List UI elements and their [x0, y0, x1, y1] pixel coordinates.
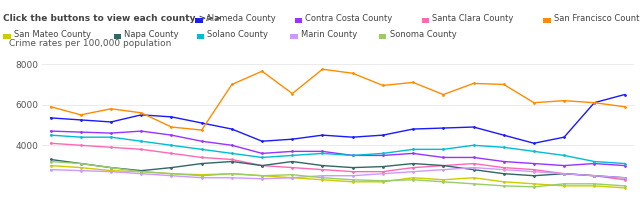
FancyBboxPatch shape [422, 18, 429, 23]
Text: Contra Costa County: Contra Costa County [305, 14, 393, 23]
Text: Solano County: Solano County [207, 30, 268, 39]
FancyBboxPatch shape [294, 18, 302, 23]
Text: Crime rates per 100,000 population: Crime rates per 100,000 population [9, 39, 172, 48]
Text: Alameda County: Alameda County [206, 14, 276, 23]
Text: Napa County: Napa County [124, 30, 179, 39]
Text: Sonoma County: Sonoma County [390, 30, 456, 39]
FancyBboxPatch shape [196, 34, 204, 39]
Text: San Mateo County: San Mateo County [14, 30, 91, 39]
FancyBboxPatch shape [379, 34, 387, 39]
Text: San Francisco County: San Francisco County [554, 14, 640, 23]
Text: Marin County: Marin County [301, 30, 358, 39]
FancyBboxPatch shape [543, 18, 550, 23]
FancyBboxPatch shape [3, 34, 11, 39]
FancyBboxPatch shape [114, 34, 122, 39]
Text: Santa Clara County: Santa Clara County [433, 14, 514, 23]
FancyBboxPatch shape [195, 18, 203, 23]
FancyBboxPatch shape [291, 34, 298, 39]
Text: Click the buttons to view each county >>>: Click the buttons to view each county >>… [3, 14, 221, 23]
